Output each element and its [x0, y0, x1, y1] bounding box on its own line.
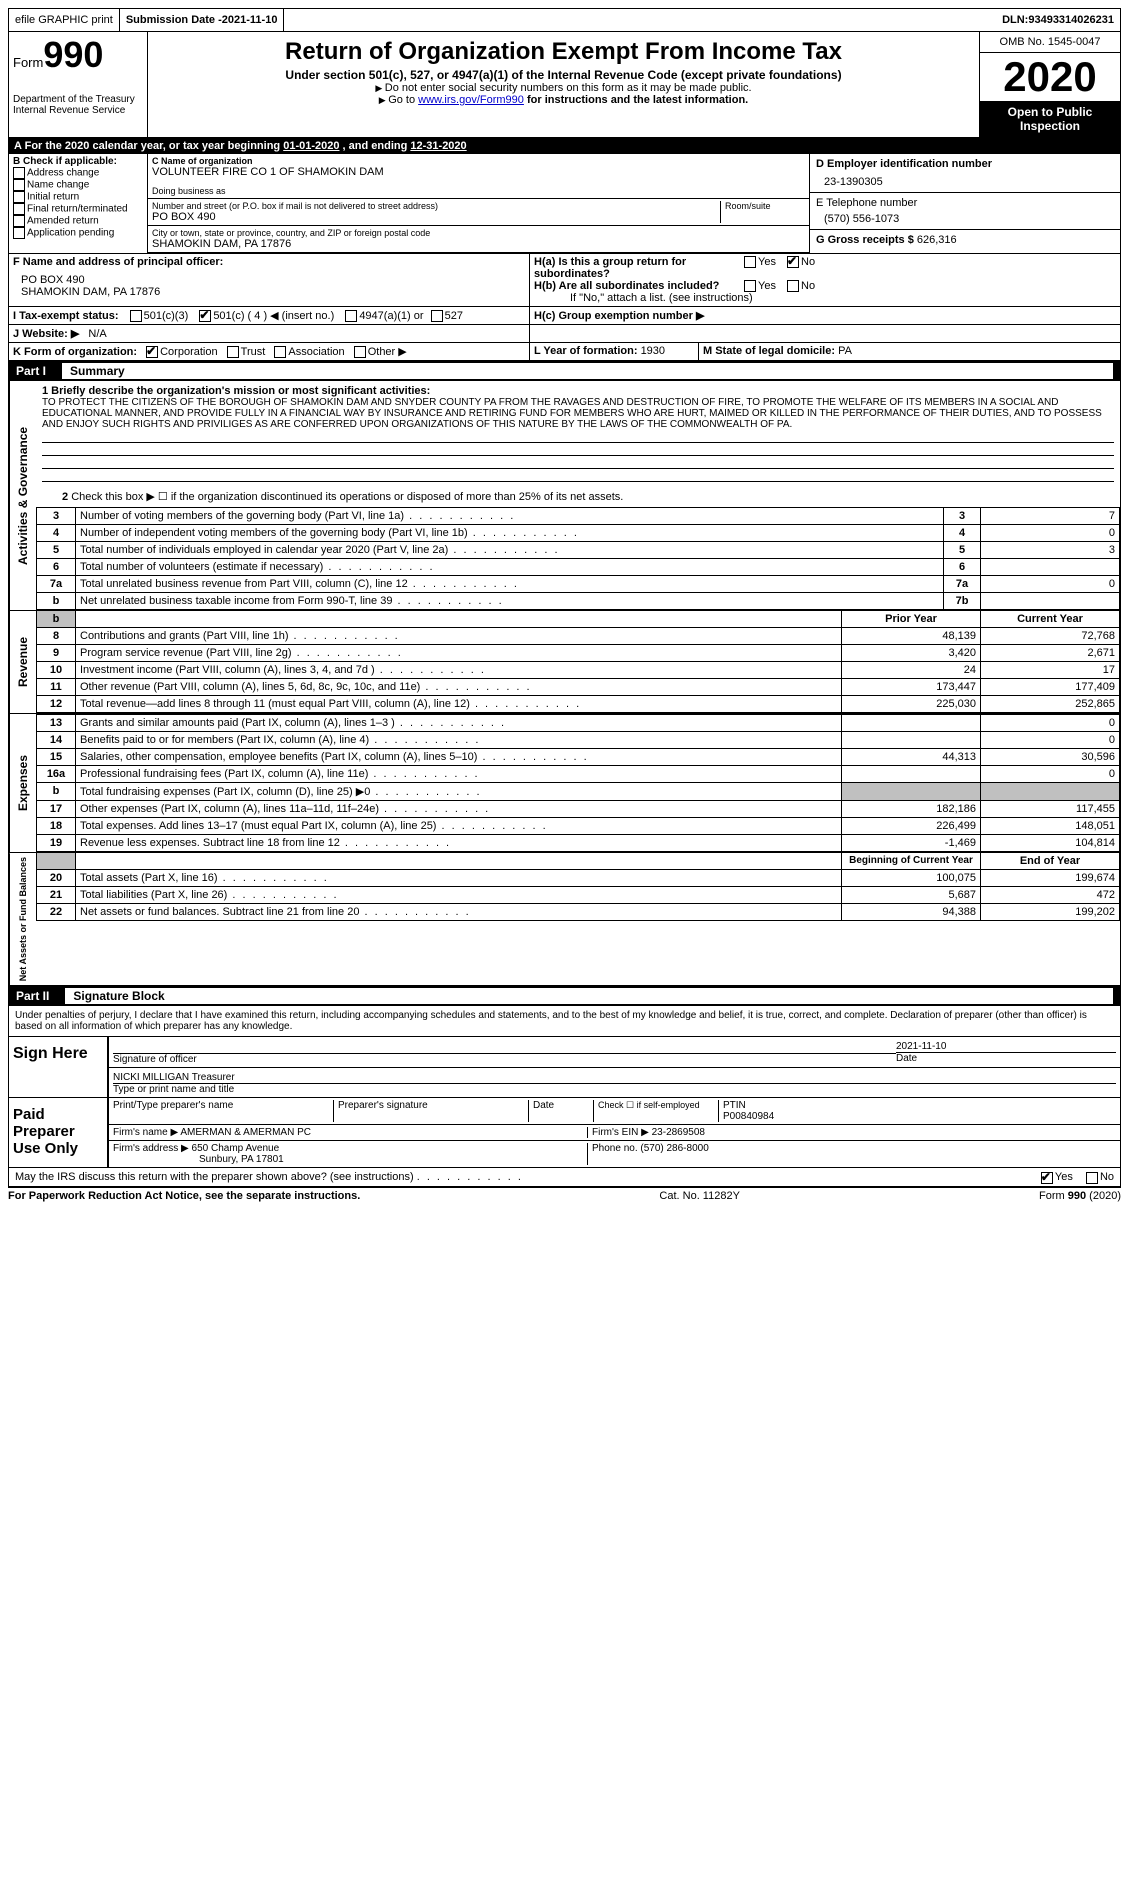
- part1-body: Activities & Governance 1 Briefly descri…: [8, 381, 1121, 611]
- firm-name: AMERMAN & AMERMAN PC: [180, 1127, 311, 1138]
- irs-label: Internal Revenue Service: [13, 105, 143, 116]
- right-boxes: D Employer identification number 23-1390…: [809, 154, 1120, 253]
- revenue-table: b Prior Year Current Year 8Contributions…: [36, 611, 1120, 713]
- sign-here-label: Sign Here: [9, 1037, 109, 1097]
- submission-date: Submission Date - 2021-11-10: [120, 9, 285, 31]
- form-header: Form990 Department of the Treasury Inter…: [8, 32, 1121, 138]
- vert-activities: Activities & Governance: [9, 381, 36, 610]
- efile-label: efile GRAPHIC print: [9, 9, 120, 31]
- street: PO BOX 490: [152, 211, 720, 223]
- firm-addr1: 650 Champ Avenue: [192, 1143, 280, 1154]
- declaration: Under penalties of perjury, I declare th…: [9, 1006, 1120, 1037]
- form-title: Return of Organization Exempt From Incom…: [154, 38, 973, 66]
- netassets-section: Net Assets or Fund Balances Beginning of…: [8, 853, 1121, 986]
- ein: 23-1390305: [816, 170, 1114, 188]
- subtitle: Under section 501(c), 527, or 4947(a)(1)…: [154, 68, 973, 82]
- dept-treasury: Department of the Treasury: [13, 94, 143, 105]
- netassets-table: Beginning of Current Year End of Year 20…: [36, 853, 1120, 921]
- revenue-section: Revenue b Prior Year Current Year 8Contr…: [8, 611, 1121, 714]
- org-name: VOLUNTEER FIRE CO 1 OF SHAMOKIN DAM: [152, 166, 805, 178]
- summary-table-single: 3Number of voting members of the governi…: [36, 507, 1120, 610]
- officer-name: NICKI MILLIGAN Treasurer: [113, 1072, 1116, 1083]
- form-number: Form990: [13, 34, 143, 76]
- tax-year: 2020: [980, 53, 1120, 101]
- expenses-section: Expenses 13Grants and similar amounts pa…: [8, 714, 1121, 853]
- mission-text: TO PROTECT THE CITIZENS OF THE BOROUGH O…: [42, 397, 1114, 430]
- footer: For Paperwork Reduction Act Notice, see …: [8, 1187, 1121, 1202]
- irs-link[interactable]: www.irs.gov/Form990: [418, 94, 524, 106]
- signature-block: Under penalties of perjury, I declare th…: [8, 1006, 1121, 1187]
- city: SHAMOKIN DAM, PA 17876: [152, 238, 805, 250]
- expenses-table: 13Grants and similar amounts paid (Part …: [36, 714, 1120, 852]
- dln: DLN: 93493314026231: [996, 9, 1120, 31]
- vert-revenue: Revenue: [9, 611, 36, 713]
- info-grid: B Check if applicable: Address change Na…: [8, 154, 1121, 254]
- paid-preparer-label: Paid Preparer Use Only: [9, 1098, 109, 1167]
- part2-header: Part II Signature Block: [8, 986, 1121, 1006]
- note-link: Go to www.irs.gov/Form990 for instructio…: [154, 94, 973, 106]
- section-klm: K Form of organization: Corporation Trus…: [8, 343, 1121, 361]
- firm-addr2: Sunbury, PA 17801: [113, 1154, 587, 1165]
- gross-receipts: 626,316: [917, 234, 957, 246]
- box-b: B Check if applicable: Address change Na…: [9, 154, 148, 253]
- period-bar: A For the 2020 calendar year, or tax yea…: [8, 138, 1121, 154]
- omb-number: OMB No. 1545-0047: [980, 32, 1120, 53]
- phone: (570) 556-1073: [816, 209, 1114, 225]
- may-irs-row: May the IRS discuss this return with the…: [9, 1167, 1120, 1186]
- firm-ein: 23-2869508: [652, 1127, 705, 1138]
- note-ssn: Do not enter social security numbers on …: [154, 82, 973, 94]
- website: N/A: [88, 328, 106, 340]
- ptin: P00840984: [723, 1111, 1116, 1122]
- top-bar: efile GRAPHIC print Submission Date - 20…: [8, 8, 1121, 32]
- firm-phone: (570) 286-8000: [640, 1143, 708, 1154]
- part1-header: Part I Summary: [8, 361, 1121, 381]
- vert-netassets: Net Assets or Fund Balances: [9, 853, 36, 985]
- box-c: C Name of organization VOLUNTEER FIRE CO…: [148, 154, 809, 253]
- section-fhij: F Name and address of principal officer:…: [8, 254, 1121, 343]
- vert-expenses: Expenses: [9, 714, 36, 852]
- open-inspection: Open to Public Inspection: [980, 101, 1120, 137]
